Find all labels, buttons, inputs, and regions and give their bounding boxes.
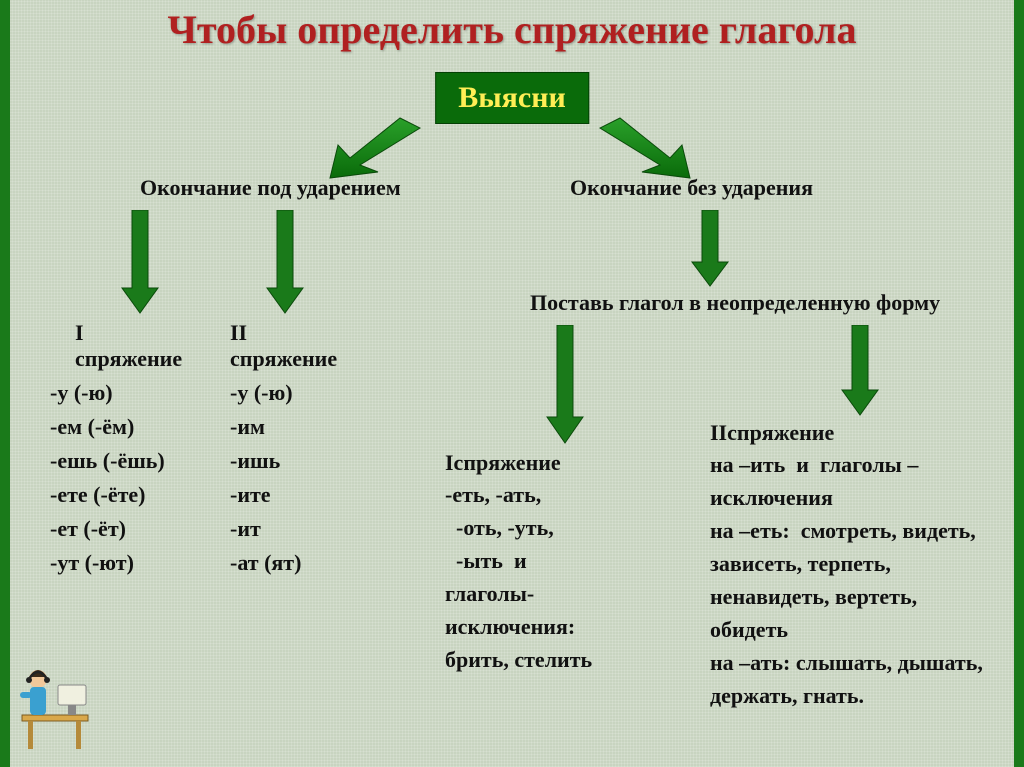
col2-body: -у (-ю) -им -ишь -ите -ит -ат (ят) <box>230 376 301 581</box>
branch-left-label: Окончание под ударением <box>140 175 401 201</box>
col1-body: -у (-ю) -ем (-ём) -ешь (-ёшь) -ете (-ёте… <box>50 376 165 581</box>
arrow-root-right <box>580 110 700 180</box>
col2-heading: II спряжение <box>230 320 337 372</box>
col4-body: на –ить и глаголы – исключения на –еть: … <box>710 448 983 712</box>
col3-heading: Iспряжение <box>445 450 561 476</box>
page-title: Чтобы определить спряжение глагола <box>10 0 1014 53</box>
col4-heading: IIспряжение <box>710 420 834 446</box>
arrow-left-col1 <box>120 210 160 315</box>
arrow-right-sub <box>690 210 730 288</box>
branch-right-label: Окончание без ударения <box>570 175 813 201</box>
arrow-sub-col4 <box>840 325 880 417</box>
root-node: Выясни <box>435 72 589 124</box>
col3-body: -еть, -ать, -оть, -уть, -ыть и глаголы- … <box>445 478 592 676</box>
arrow-sub-col3 <box>545 325 585 445</box>
col1-heading: I спряжение <box>75 320 182 372</box>
arrow-left-col2 <box>265 210 305 315</box>
student-desk-icon <box>10 637 100 757</box>
sub-right-label: Поставь глагол в неопределенную форму <box>530 290 940 316</box>
arrow-root-left <box>320 110 440 180</box>
